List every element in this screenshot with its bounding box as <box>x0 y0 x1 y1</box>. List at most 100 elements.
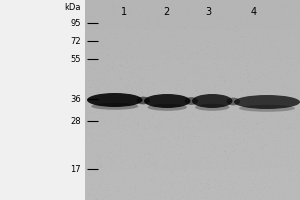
Point <box>147 17 152 20</box>
Point <box>143 8 148 11</box>
Point <box>213 183 218 186</box>
Point <box>203 73 208 76</box>
Point <box>232 77 237 81</box>
Point <box>180 132 185 136</box>
Point <box>178 181 183 184</box>
Point <box>280 196 285 199</box>
Point <box>224 117 229 120</box>
Point <box>138 47 142 50</box>
Point <box>288 179 293 182</box>
Point <box>176 16 180 19</box>
Point <box>131 118 136 121</box>
Point <box>260 23 264 26</box>
Point <box>170 135 175 138</box>
Point <box>275 177 280 180</box>
Point <box>88 111 93 114</box>
Point <box>186 133 191 136</box>
Point <box>229 133 233 136</box>
Point <box>213 102 218 105</box>
Point <box>247 156 252 159</box>
Point <box>224 133 229 136</box>
Point <box>158 166 163 169</box>
Point <box>150 190 155 194</box>
Point <box>107 67 112 71</box>
Point <box>258 53 263 56</box>
Point <box>156 189 161 192</box>
Point <box>197 119 202 122</box>
Point <box>248 117 253 120</box>
Point <box>148 44 153 47</box>
Point <box>133 165 137 168</box>
Point <box>183 167 188 171</box>
Point <box>136 75 141 78</box>
Point <box>201 104 206 107</box>
Point <box>152 192 157 195</box>
Point <box>112 17 116 20</box>
Point <box>262 111 267 114</box>
Point <box>252 38 257 41</box>
Point <box>255 188 260 191</box>
Point <box>263 86 268 89</box>
Point <box>173 88 178 91</box>
Point <box>123 54 128 57</box>
Point <box>272 114 277 117</box>
Point <box>212 130 216 133</box>
Point <box>230 149 235 153</box>
Point <box>94 91 99 94</box>
Point <box>200 99 205 102</box>
Point <box>153 98 158 102</box>
Point <box>246 186 250 189</box>
Point <box>131 160 136 163</box>
Point <box>161 167 166 170</box>
Point <box>94 99 99 102</box>
Point <box>174 57 178 60</box>
Point <box>160 41 164 44</box>
Point <box>136 30 140 34</box>
Point <box>281 33 286 36</box>
Point <box>133 119 137 123</box>
Point <box>127 37 132 40</box>
Point <box>146 182 151 185</box>
Point <box>89 181 94 184</box>
Point <box>144 38 148 41</box>
Point <box>142 71 147 75</box>
Point <box>207 141 212 144</box>
Point <box>152 45 157 48</box>
Point <box>252 125 256 128</box>
Point <box>261 117 266 120</box>
Point <box>223 79 227 82</box>
Point <box>190 81 195 84</box>
Point <box>237 124 242 128</box>
Point <box>94 166 99 169</box>
Point <box>136 0 141 3</box>
Point <box>122 125 127 129</box>
Point <box>196 139 201 142</box>
Point <box>172 181 176 184</box>
Point <box>176 99 181 102</box>
Point <box>271 64 276 67</box>
Point <box>241 185 246 188</box>
Point <box>129 153 134 156</box>
Point <box>217 13 222 16</box>
Point <box>85 194 89 197</box>
Point <box>195 180 200 183</box>
Point <box>284 147 289 150</box>
Point <box>200 83 204 86</box>
Point <box>100 28 105 31</box>
Point <box>236 86 241 89</box>
Point <box>281 84 286 87</box>
Point <box>163 25 168 29</box>
Point <box>190 42 195 45</box>
Point <box>195 115 200 118</box>
Point <box>93 85 98 89</box>
Point <box>211 185 216 188</box>
Point <box>201 115 206 118</box>
Point <box>170 151 175 154</box>
Point <box>89 166 94 169</box>
Point <box>274 175 279 178</box>
Point <box>131 117 136 120</box>
Point <box>179 182 184 185</box>
Point <box>157 17 162 20</box>
Point <box>146 153 151 156</box>
Point <box>90 37 94 40</box>
